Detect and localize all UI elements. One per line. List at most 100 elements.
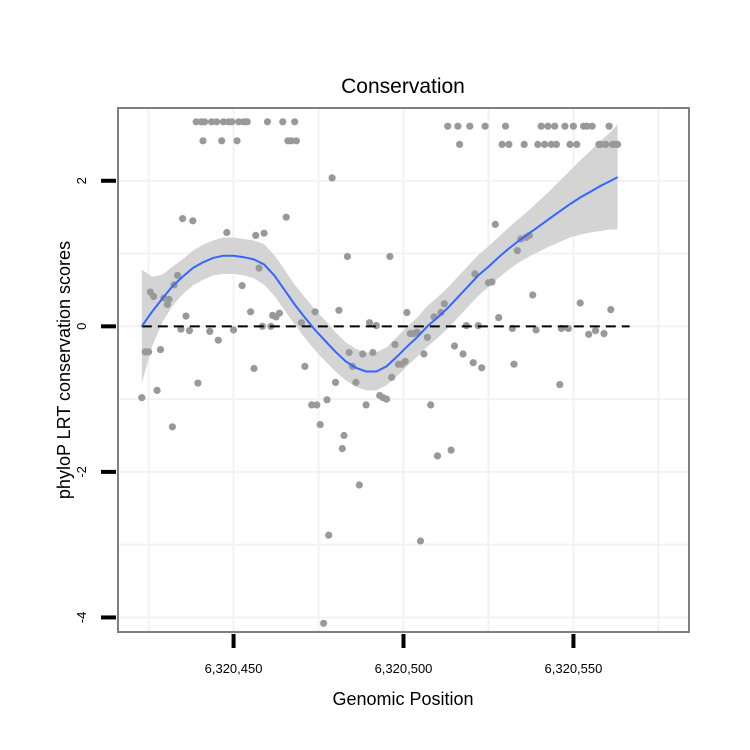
data-point-122 xyxy=(513,247,522,255)
data-point-22 xyxy=(201,118,209,126)
data-point-21 xyxy=(199,137,207,145)
data-point-73 xyxy=(355,481,363,489)
data-point-74 xyxy=(359,350,367,358)
data-point-4 xyxy=(150,292,158,301)
data-point-77 xyxy=(369,348,377,357)
y-tick-label-1: -2 xyxy=(74,466,89,478)
data-point-152 xyxy=(602,140,610,148)
data-point-134 xyxy=(551,122,559,130)
y-tick-label-3: 2 xyxy=(74,177,89,184)
data-point-101 xyxy=(447,446,455,454)
data-point-148 xyxy=(591,327,600,335)
y-tick-label-0: -4 xyxy=(74,612,89,624)
data-point-61 xyxy=(320,619,328,627)
data-point-6 xyxy=(156,346,165,354)
data-point-29 xyxy=(223,228,231,237)
data-point-26 xyxy=(214,336,222,344)
data-point-88 xyxy=(403,308,411,317)
data-point-57 xyxy=(308,401,316,409)
data-point-52 xyxy=(287,137,295,145)
data-point-99 xyxy=(440,300,448,308)
data-point-64 xyxy=(328,174,336,182)
data-point-93 xyxy=(420,350,428,358)
data-point-145 xyxy=(583,122,591,130)
data-point-14 xyxy=(179,215,187,223)
data-point-127 xyxy=(529,291,537,299)
data-point-131 xyxy=(541,140,549,148)
smooth-trend-line xyxy=(140,176,619,373)
x-axis-title: Genomic Position xyxy=(332,689,473,709)
data-point-133 xyxy=(547,140,555,148)
data-point-97 xyxy=(433,452,442,460)
data-point-23 xyxy=(206,327,214,335)
data-point-12 xyxy=(173,271,182,279)
data-point-116 xyxy=(495,314,503,322)
data-point-104 xyxy=(456,140,464,148)
data-point-92 xyxy=(416,537,425,545)
y-axis-title: phyloP LRT conservation scores xyxy=(54,241,74,499)
data-point-59 xyxy=(313,401,321,409)
data-points xyxy=(138,118,622,627)
data-point-117 xyxy=(498,140,506,148)
data-point-141 xyxy=(569,122,578,130)
data-point-16 xyxy=(185,327,193,335)
data-point-2 xyxy=(145,348,153,356)
x-tick-label-2: 6,320,550 xyxy=(545,661,603,676)
data-point-83 xyxy=(388,373,396,381)
plot-frame xyxy=(117,107,690,633)
x-tick-label-1: 6,320,500 xyxy=(375,661,433,676)
data-point-136 xyxy=(556,381,564,389)
data-point-62 xyxy=(323,396,331,404)
data-point-157 xyxy=(614,140,622,148)
data-point-102 xyxy=(450,342,459,350)
data-point-15 xyxy=(182,312,190,320)
data-point-143 xyxy=(576,299,584,307)
data-point-147 xyxy=(588,122,596,130)
data-point-112 xyxy=(481,122,489,130)
data-point-107 xyxy=(466,122,474,130)
data-point-138 xyxy=(561,122,569,130)
data-point-43 xyxy=(260,229,268,237)
y-tick-label-2: 0 xyxy=(74,323,89,330)
data-point-54 xyxy=(292,137,300,145)
data-point-58 xyxy=(311,308,319,316)
data-point-27 xyxy=(218,137,226,145)
data-point-60 xyxy=(316,421,324,429)
data-point-76 xyxy=(365,319,374,327)
data-point-146 xyxy=(585,330,593,338)
data-point-108 xyxy=(469,359,477,367)
data-point-142 xyxy=(573,140,581,148)
data-point-154 xyxy=(607,306,615,314)
x-tick-label-0: 6,320,450 xyxy=(205,661,263,676)
data-point-128 xyxy=(532,326,540,334)
data-point-119 xyxy=(505,140,513,148)
data-point-103 xyxy=(454,122,462,130)
data-point-31 xyxy=(228,118,236,126)
data-point-132 xyxy=(544,122,552,130)
data-point-13 xyxy=(177,325,185,333)
data-point-65 xyxy=(331,378,340,386)
data-point-24 xyxy=(207,118,216,126)
data-point-44 xyxy=(263,118,272,126)
data-point-151 xyxy=(600,330,608,338)
data-point-38 xyxy=(247,308,255,316)
data-point-41 xyxy=(255,264,263,272)
data-point-55 xyxy=(297,319,306,327)
data-point-118 xyxy=(501,122,510,130)
data-point-49 xyxy=(279,118,287,126)
data-point-84 xyxy=(391,340,399,349)
data-point-66 xyxy=(335,306,343,314)
data-point-28 xyxy=(219,118,227,126)
data-point-82 xyxy=(386,252,394,261)
y-axis: -4 -2 0 2 xyxy=(74,177,116,623)
data-point-32 xyxy=(230,326,238,334)
data-point-140 xyxy=(566,140,574,148)
data-point-67 xyxy=(338,445,346,453)
data-point-33 xyxy=(233,137,241,145)
data-point-114 xyxy=(488,278,496,286)
data-point-9 xyxy=(165,295,173,303)
data-point-70 xyxy=(345,348,353,357)
data-point-130 xyxy=(537,122,545,130)
data-point-39 xyxy=(250,364,258,373)
